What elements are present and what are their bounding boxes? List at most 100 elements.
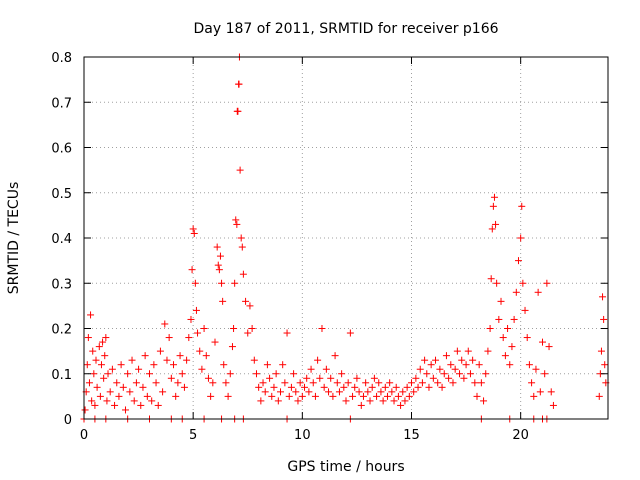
data-point: [436, 365, 444, 373]
y-tick-label: 0: [64, 413, 72, 428]
data-point: [445, 374, 453, 382]
data-point: [340, 383, 348, 391]
y-axis-label: SRMTID / TECUs: [6, 182, 22, 295]
data-point: [121, 406, 129, 414]
data-point: [514, 257, 522, 265]
data-point: [327, 374, 335, 382]
data-point: [440, 370, 448, 378]
data-point: [263, 361, 271, 369]
data-point: [473, 392, 481, 400]
data-point: [242, 297, 250, 305]
data-point: [128, 356, 136, 364]
data-point: [191, 279, 199, 287]
data-point: [375, 379, 383, 387]
data-point: [222, 379, 230, 387]
x-tick-label: 10: [294, 428, 311, 443]
data-point: [268, 392, 276, 400]
data-point: [255, 383, 263, 391]
data-point: [132, 379, 140, 387]
data-point: [259, 379, 267, 387]
data-point: [482, 370, 490, 378]
data-point: [449, 379, 457, 387]
data-point: [97, 361, 105, 369]
data-point: [176, 352, 184, 360]
data-point: [530, 392, 538, 400]
data-point: [399, 388, 407, 396]
data-point: [549, 401, 557, 409]
data-point: [99, 338, 107, 346]
data-point: [351, 383, 359, 391]
y-tick-label: 0.2: [51, 323, 72, 338]
y-tick-label: 0.3: [51, 277, 72, 292]
data-point: [244, 329, 252, 337]
data-point: [329, 392, 337, 400]
data-point: [90, 370, 98, 378]
data-point: [353, 374, 361, 382]
data-point: [307, 365, 315, 373]
data-point: [377, 388, 385, 396]
data-point: [194, 329, 202, 337]
data-point: [198, 365, 206, 373]
data-point: [489, 202, 497, 210]
data-point: [250, 356, 258, 364]
data-point: [401, 397, 409, 405]
data-point: [287, 383, 295, 391]
data-point: [595, 392, 603, 400]
data-point: [180, 383, 188, 391]
data-point: [534, 288, 542, 296]
data-point: [477, 379, 485, 387]
data-point: [298, 392, 306, 400]
data-point: [209, 379, 217, 387]
data-point: [545, 343, 553, 351]
data-point: [480, 397, 488, 405]
data-point: [226, 370, 234, 378]
data-point: [547, 388, 555, 396]
data-point: [233, 220, 241, 228]
data-point: [202, 352, 210, 360]
data-point: [523, 334, 531, 342]
data-point: [190, 229, 198, 237]
data-point: [126, 388, 134, 396]
data-point: [81, 406, 89, 414]
data-point: [469, 356, 477, 364]
data-point: [150, 361, 158, 369]
data-point: [370, 374, 378, 382]
data-point: [200, 325, 208, 332]
data-point: [95, 343, 103, 351]
data-point: [108, 365, 116, 373]
data-point: [218, 279, 226, 287]
data-point: [359, 392, 367, 400]
data-point: [236, 166, 244, 174]
data-point: [303, 374, 311, 382]
data-point: [113, 379, 121, 387]
data-point: [214, 261, 222, 269]
data-point: [484, 347, 492, 355]
data-point: [156, 347, 164, 355]
data-point: [462, 361, 470, 369]
data-point: [456, 370, 464, 378]
x-axis-label: GPS time / hours: [287, 459, 404, 475]
data-point: [183, 356, 191, 364]
data-point: [460, 374, 468, 382]
data-point: [451, 365, 459, 373]
data-point: [508, 343, 516, 351]
data-point: [111, 401, 119, 409]
data-point: [117, 361, 125, 369]
data-point: [257, 397, 265, 405]
data-point: [541, 370, 549, 378]
data-point: [261, 388, 269, 396]
data-point: [466, 370, 474, 378]
data-point: [92, 356, 100, 364]
data-point: [418, 379, 426, 387]
data-point: [412, 374, 420, 382]
data-point: [163, 356, 171, 364]
data-point: [189, 225, 197, 233]
y-tick-label: 0.5: [51, 187, 72, 202]
data-point: [285, 392, 293, 400]
data-point: [464, 347, 472, 355]
data-point: [130, 397, 138, 405]
data-point: [504, 325, 512, 332]
data-point: [246, 302, 254, 310]
data-point: [85, 379, 93, 387]
